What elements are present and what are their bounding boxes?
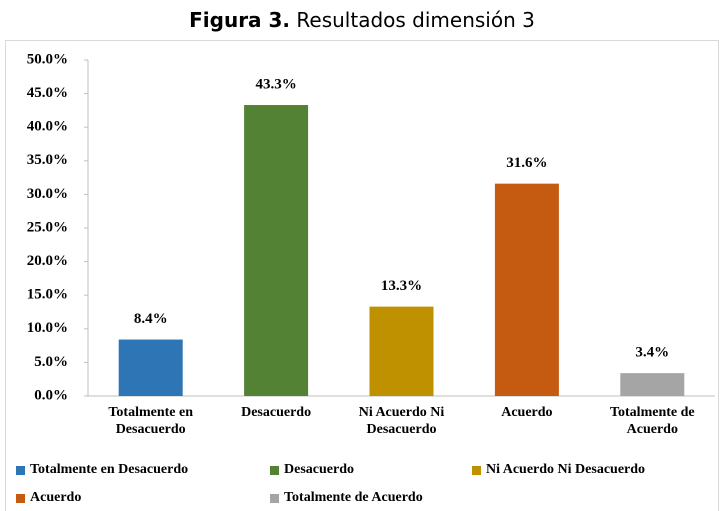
- legend-item: Acuerdo: [16, 490, 81, 506]
- legend-label: Desacuerdo: [284, 462, 354, 477]
- x-tick-label: Desacuerdo: [241, 405, 312, 420]
- x-tick-label: Acuerdo: [501, 405, 553, 420]
- y-tick-label: 15.0%: [27, 287, 68, 303]
- legend-item: Totalmente en Desacuerdo: [16, 462, 188, 478]
- legend-label: Totalmente en Desacuerdo: [30, 462, 189, 477]
- y-tick-label: 10.0%: [27, 320, 68, 336]
- y-tick-label: 20.0%: [27, 253, 68, 269]
- legend-swatch: [472, 465, 481, 475]
- y-tick-label: 5.0%: [34, 354, 68, 370]
- value-label: 8.4%: [134, 311, 168, 327]
- legend-swatch: [270, 493, 279, 503]
- y-tick-label: 45.0%: [27, 85, 68, 101]
- bar: [118, 339, 183, 396]
- value-label: 43.3%: [255, 76, 296, 92]
- figure-label: Figura 3.: [189, 8, 291, 32]
- x-tick-label: Totalmente en Desacuerdo: [108, 405, 194, 437]
- chart-title: Figura 3. Resultados dimensión 3: [0, 8, 724, 32]
- value-label: 31.6%: [506, 155, 547, 171]
- value-label: 13.3%: [381, 278, 422, 294]
- bar: [369, 306, 434, 396]
- y-tick-label: 50.0%: [27, 51, 68, 67]
- legend-swatch: [16, 493, 25, 503]
- legend-swatch: [270, 465, 279, 475]
- legend-label: Ni Acuerdo Ni Desacuerdo: [486, 462, 646, 477]
- y-tick-label: 25.0%: [27, 219, 68, 235]
- bar: [494, 183, 559, 396]
- legend-label: Totalmente de Acuerdo: [284, 490, 423, 505]
- y-tick-label: 0.0%: [34, 387, 68, 403]
- value-label: 3.4%: [635, 345, 669, 361]
- x-tick-label: Ni Acuerdo Ni Desacuerdo: [358, 405, 445, 437]
- bar: [244, 105, 309, 397]
- chart-frame: [5, 40, 719, 511]
- title-text: Resultados dimensión 3: [296, 8, 535, 32]
- legend-label: Acuerdo: [30, 490, 82, 505]
- x-tick-label: Totalmente de Acuerdo: [609, 405, 695, 437]
- y-tick-label: 40.0%: [27, 119, 68, 135]
- legend-item: Ni Acuerdo Ni Desacuerdo: [472, 462, 645, 478]
- legend-item: Totalmente de Acuerdo: [270, 490, 423, 506]
- y-tick-label: 30.0%: [27, 186, 68, 202]
- legend-swatch: [16, 465, 25, 475]
- y-tick-label: 35.0%: [27, 152, 68, 168]
- bar: [620, 373, 685, 396]
- legend-item: Desacuerdo: [270, 462, 354, 478]
